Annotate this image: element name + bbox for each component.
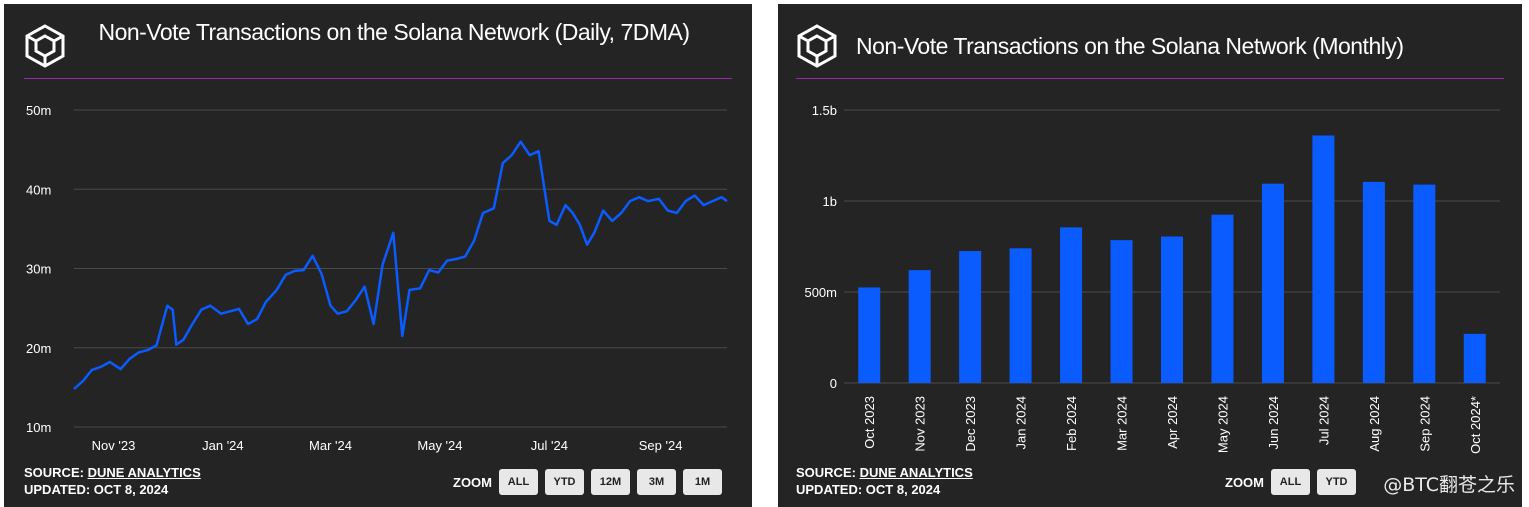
zoom-ytd-button[interactable]: YTD	[1317, 469, 1356, 495]
x-tick-label: Sep 2024	[1417, 396, 1432, 452]
x-tick-label: Jul 2024	[1316, 396, 1331, 445]
zoom-controls: ZOOM ALL YTD	[1225, 469, 1363, 495]
chart-title: Non-Vote Transactions on the Solana Netw…	[98, 19, 690, 45]
bar	[1211, 214, 1234, 383]
updated-text: UPDATED: OCT 8, 2024	[24, 482, 169, 497]
zoom-all-button[interactable]: ALL	[1271, 469, 1310, 495]
y-tick-label: 30m	[26, 262, 51, 277]
bar	[1362, 181, 1385, 383]
zoom-label: ZOOM	[1225, 474, 1264, 490]
x-tick-label: May '24	[417, 438, 462, 453]
zoom-all-button[interactable]: ALL	[499, 469, 538, 495]
x-tick-label: Apr 2024	[1165, 396, 1180, 449]
x-tick-label: Nov 2023	[913, 396, 928, 452]
y-tick-label: 20m	[26, 341, 51, 356]
monthly-bar-chart: 0 500m 1b 1.5b Oct 2023 Nov 2023 Dec 2023 Jan 2…	[804, 103, 1500, 454]
bar	[1161, 236, 1183, 383]
x-tick-label: Oct 2024*	[1468, 396, 1483, 454]
watermark-text: @BTC翻苍之乐	[1383, 474, 1515, 496]
x-tick-label: Jan '24	[202, 438, 244, 453]
x-tick-label: Jul '24	[531, 438, 568, 453]
bar	[1312, 135, 1335, 383]
zoom-ytd-button[interactable]: YTD	[545, 469, 584, 495]
y-tick-label: 1.5b	[812, 103, 837, 118]
bar	[1261, 183, 1284, 383]
source-link[interactable]: DUNE ANALYTICS	[87, 465, 201, 480]
y-tick-label: 1b	[823, 194, 837, 209]
bar	[858, 287, 881, 383]
x-tick-label: Jun 2024	[1266, 396, 1281, 450]
bar	[1060, 227, 1083, 383]
x-tick-label: May 2024	[1215, 396, 1230, 453]
source-label: SOURCE:	[796, 465, 856, 480]
zoom-3m-button[interactable]: 3M	[637, 469, 676, 495]
x-tick-label: Mar '24	[309, 438, 352, 453]
zoom-label: ZOOM	[453, 474, 492, 490]
x-tick-label: Dec 2023	[963, 396, 978, 452]
title-divider	[796, 78, 1504, 79]
bar	[1463, 333, 1486, 383]
x-tick-label: Jan 2024	[1014, 396, 1029, 450]
x-tick-label: Oct 2023	[862, 396, 877, 449]
monthly-chart-panel: Non-Vote Transactions on the Solana Netw…	[778, 4, 1522, 507]
x-tick-label: Nov '23	[92, 438, 136, 453]
hexagon-cube-icon	[797, 24, 837, 68]
bar	[1413, 184, 1436, 383]
zoom-1m-button[interactable]: 1M	[683, 469, 722, 495]
bar	[959, 251, 982, 383]
updated-text: UPDATED: OCT 8, 2024	[796, 482, 941, 497]
source-block: SOURCE: DUNE ANALYTICS UPDATED: OCT 8, 2…	[796, 464, 973, 498]
daily-line-chart: 10m 20m 30m 40m 50m Nov '23 Jan '24 Mar '24 May …	[26, 103, 728, 453]
series-line	[73, 140, 728, 390]
source-link[interactable]: DUNE ANALYTICS	[859, 465, 973, 480]
x-tick-label: Aug 2024	[1367, 396, 1382, 452]
x-tick-label: Feb 2024	[1064, 396, 1079, 451]
bar	[908, 270, 931, 383]
bar	[1110, 240, 1133, 383]
source-label: SOURCE:	[24, 465, 84, 480]
y-tick-label: 10m	[26, 420, 51, 435]
x-tick-label: Sep '24	[639, 438, 683, 453]
hexagon-cube-icon	[25, 24, 65, 68]
zoom-controls: ZOOM ALL YTD 12M 3M 1M	[453, 469, 729, 495]
zoom-12m-button[interactable]: 12M	[591, 469, 630, 495]
source-block: SOURCE: DUNE ANALYTICS UPDATED: OCT 8, 2…	[24, 464, 201, 498]
title-divider	[24, 78, 732, 79]
daily-chart-panel: Non-Vote Transactions on the Solana Netw…	[4, 4, 752, 507]
x-tick-label: Mar 2024	[1115, 396, 1130, 451]
y-tick-label: 500m	[804, 285, 837, 300]
y-tick-label: 50m	[26, 103, 51, 118]
y-tick-label: 40m	[26, 182, 51, 197]
y-tick-label: 0	[830, 376, 837, 391]
chart-title: Non-Vote Transactions on the Solana Netw…	[856, 33, 1404, 59]
bar	[1009, 248, 1032, 383]
